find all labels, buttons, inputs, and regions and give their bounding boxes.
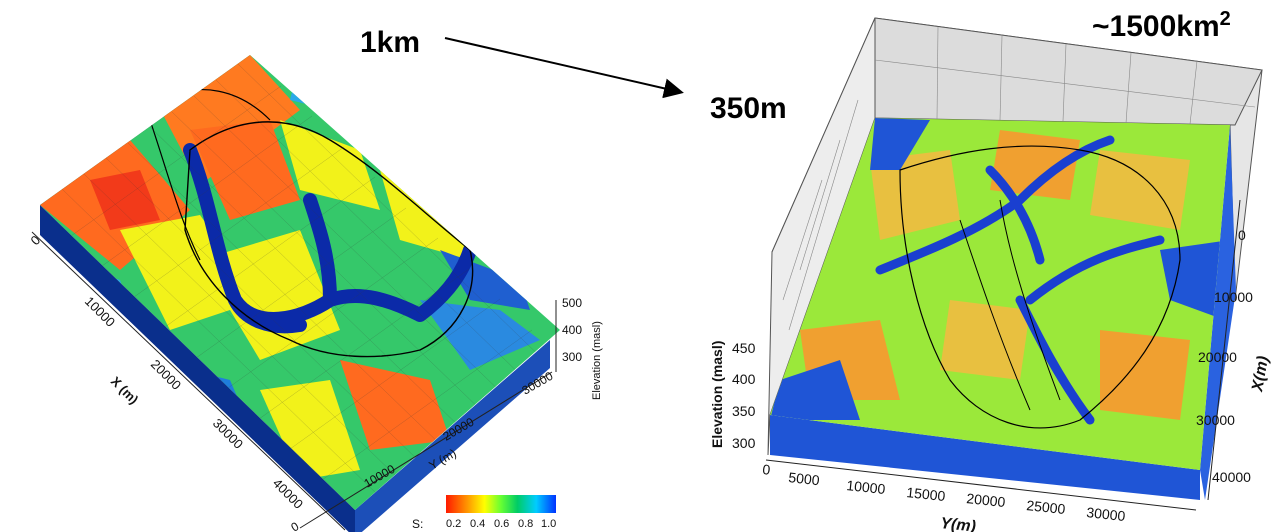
right-y-tick: 10000 <box>846 477 887 497</box>
left-z-tick: 400 <box>562 323 582 337</box>
colorbar-tick: 0.8 <box>518 518 533 530</box>
right-top-wall <box>874 17 1263 126</box>
right-z-tick: 450 <box>732 340 756 356</box>
colorbar-tick: 0.6 <box>494 518 509 530</box>
left-river-network <box>183 143 477 334</box>
coarse-resolution-label: 1km <box>360 26 421 59</box>
colorbar-tick: 0.2 <box>446 518 461 530</box>
left-terrain-model: 0 10000 20000 30000 40000 X (m) 0 10000 … <box>28 55 603 532</box>
right-y-tick: 5000 <box>788 469 821 488</box>
right-z-tick: 400 <box>732 371 756 387</box>
colorbar-tick: 0.4 <box>470 518 485 530</box>
right-y-axis-title: Y(m) <box>940 515 977 532</box>
left-z-tick: 500 <box>562 296 582 310</box>
right-y-tick: 0 <box>762 461 772 478</box>
left-block-right-side <box>355 340 550 532</box>
left-block-front-side <box>40 205 355 532</box>
right-x-axis-title: X(m) <box>1249 355 1272 394</box>
left-x-axis <box>31 231 346 531</box>
right-x-tick: 0 <box>1238 227 1246 243</box>
right-river-network <box>875 135 1165 425</box>
right-y-tick: 30000 <box>1086 504 1127 524</box>
right-y-tick: 20000 <box>966 490 1007 510</box>
right-y-axis <box>765 459 1197 511</box>
right-block-front-side <box>770 415 1200 500</box>
right-x-tick: 30000 <box>1196 412 1235 428</box>
fine-resolution-label: 350m <box>710 92 787 125</box>
right-x-axis <box>1207 199 1241 501</box>
right-terrain-model: 450 400 350 300 Elevation (masl) 0 5000 … <box>709 17 1272 532</box>
right-z-axis-title: Elevation (masl) <box>709 341 725 448</box>
area-label: ~1500km2 <box>1092 8 1231 44</box>
left-y-tick: 0 <box>289 519 302 532</box>
colorbar-gradient <box>446 495 556 513</box>
left-z-axis-title: Elevation (masl) <box>591 321 603 400</box>
saturation-colorbar: S: 0.2 0.4 0.6 0.8 1.0 <box>412 495 556 531</box>
colorbar-label: S: <box>412 517 423 531</box>
right-z-tick: 350 <box>732 403 756 419</box>
refinement-arrow <box>444 37 684 99</box>
right-y-tick: 25000 <box>1026 497 1067 517</box>
right-surface-patches <box>770 118 1230 429</box>
left-y-axis <box>299 371 553 529</box>
right-block-right-side <box>1200 125 1236 500</box>
area-exponent: 2 <box>1219 8 1231 30</box>
right-y-tick: 15000 <box>906 484 947 504</box>
right-z-tick: 300 <box>732 435 756 451</box>
left-x-axis-title: X (m) <box>108 374 142 408</box>
right-x-tick: 20000 <box>1198 349 1237 365</box>
left-z-tick: 300 <box>562 350 582 364</box>
colorbar-tick: 1.0 <box>541 518 556 530</box>
right-x-tick: 40000 <box>1212 469 1251 485</box>
area-value: ~1500km <box>1092 10 1220 43</box>
right-x-tick: 10000 <box>1214 289 1253 305</box>
